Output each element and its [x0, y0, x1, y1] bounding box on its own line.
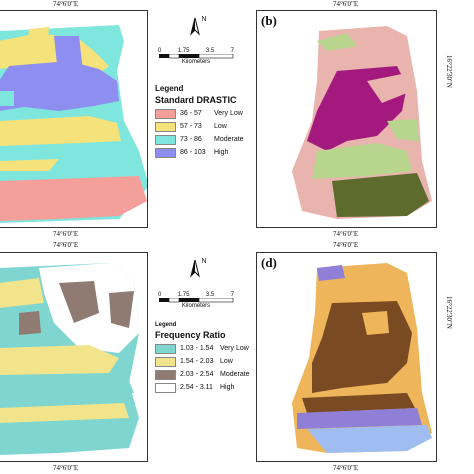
legend-swatch [155, 343, 176, 354]
legend-title-a: Legend [155, 84, 184, 93]
scale-bar-a: 0 1.75 3.5 7 Kilometers [158, 48, 234, 65]
panel-label-b: (b) [259, 13, 279, 28]
map-panel-d: (d) [256, 252, 437, 462]
legend-title-c: Legend [155, 322, 177, 328]
lon-label-top-d: 74°6'0"E [333, 241, 359, 249]
frequency-map-d [292, 263, 432, 453]
legend-range: 1.03 - 1.54 [180, 345, 214, 352]
legend-class: Moderate [214, 136, 244, 143]
scale-tick-1: 1.75 [177, 292, 190, 298]
legend-heading-c: Frequency Ratio [155, 330, 226, 340]
legend-range: 2.54 - 3.11 [180, 384, 213, 391]
legend-range: 1.54 - 2.03 [180, 358, 214, 365]
lon-label-top-c: 74°6'0"E [53, 241, 79, 249]
legend-item: 36 - 57 Very Low [155, 108, 255, 119]
legend-class: Low [220, 358, 233, 365]
lon-label-bottom-a: 74°6'0"E [53, 230, 79, 238]
legend-class: Very Low [214, 110, 243, 117]
map-panel-c [0, 252, 148, 462]
lon-label-bottom-c: 74°6'0"E [53, 464, 79, 472]
lat-label-d: 16°22'30"N [445, 296, 453, 329]
legend-frequency-ratio: Legend Frequency Ratio 1.03 - 1.54 Very … [155, 322, 260, 395]
scale-tick-2: 3.5 [205, 48, 215, 54]
legend-range: 57 - 73 [180, 123, 202, 130]
scale-tick-2: 3.5 [205, 292, 215, 298]
lon-label-top-b: 74°6'0"E [333, 0, 359, 8]
frequency-map-b [292, 26, 432, 219]
legend-swatch [155, 134, 176, 145]
lon-label-bottom-b: 74°6'0"E [333, 230, 359, 238]
legend-class: Moderate [220, 371, 250, 378]
legend-heading-a: Standard DRASTIC [155, 95, 237, 105]
legend-class: Very Low [220, 345, 249, 352]
drastic-map [0, 25, 147, 223]
legend-item: 1.03 - 1.54 Very Low [155, 343, 260, 354]
north-letter-c: N [201, 258, 207, 265]
frequency-map-c [0, 263, 139, 455]
legend-item: 1.54 - 2.03 Low [155, 356, 260, 367]
north-letter-a: N [201, 16, 207, 23]
scale-unit-c: Kilometers [181, 303, 211, 309]
scale-tick-0: 0 [158, 292, 162, 298]
legend-item: 2.03 - 2.54 Moderate [155, 369, 260, 380]
legend-swatch [155, 121, 176, 132]
scale-tick-3: 7 [230, 292, 234, 298]
legend-swatch [155, 356, 176, 367]
legend-swatch [155, 382, 176, 393]
north-arrow-c [185, 258, 205, 278]
lon-label-top-a: 74°6'0"E [53, 0, 79, 8]
scale-tick-0: 0 [158, 48, 162, 54]
lat-label-b: 16°22'30"N [445, 55, 453, 88]
scale-tick-1: 1.75 [177, 48, 190, 54]
legend-item: 73 - 86 Moderate [155, 134, 255, 145]
panel-label-d: (d) [259, 255, 279, 270]
legend-item: 57 - 73 Low [155, 121, 255, 132]
scale-bar-c: 0 1.75 3.5 7 Kilometers [158, 292, 234, 309]
legend-class: Low [214, 123, 227, 130]
legend-item: 86 - 103 High [155, 147, 255, 158]
scale-unit-a: Kilometers [181, 59, 211, 65]
lon-label-bottom-d: 74°6'0"E [333, 464, 359, 472]
legend-swatch [155, 369, 176, 380]
legend-item: 2.54 - 3.11 High [155, 382, 260, 393]
map-panel-a [0, 10, 148, 228]
legend-swatch [155, 108, 176, 119]
legend-class: High [220, 384, 235, 391]
north-arrow-a [185, 16, 205, 36]
legend-range: 73 - 86 [180, 136, 202, 143]
legend-swatch [155, 147, 176, 158]
legend-class: High [214, 149, 229, 156]
scale-tick-3: 7 [230, 48, 234, 54]
legend-drastic: Legend Standard DRASTIC 36 - 57 Very Low… [155, 84, 255, 160]
legend-range: 36 - 57 [180, 110, 202, 117]
legend-range: 86 - 103 [180, 149, 206, 156]
map-panel-b: (b) [256, 10, 437, 228]
legend-range: 2.03 - 2.54 [180, 371, 214, 378]
